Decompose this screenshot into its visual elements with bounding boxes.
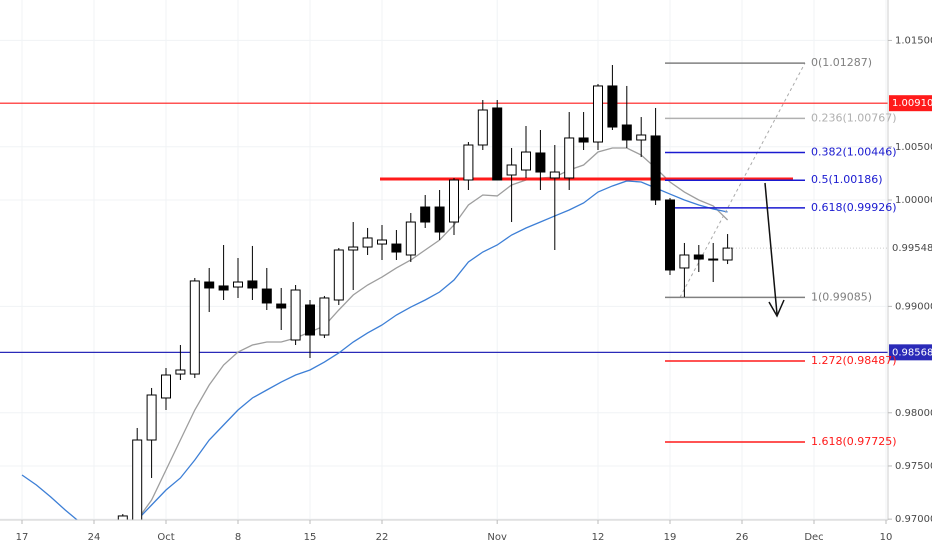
fib-label: 0.236(1.00767): [811, 111, 897, 124]
last-price-label: 0.99548: [892, 243, 932, 254]
candle-body: [132, 439, 143, 520]
candle-body: [348, 246, 359, 251]
candle-body: [333, 249, 344, 301]
candle-body: [175, 369, 186, 375]
candle-body: [463, 144, 474, 181]
y-tick-label: 1.01500: [895, 35, 932, 46]
candle-body: [377, 239, 387, 245]
candle-body: [276, 303, 287, 309]
candle-body: [506, 164, 517, 176]
level-label: 0.98568: [892, 347, 932, 358]
candle-body: [420, 206, 431, 223]
candle-body: [679, 254, 690, 269]
candle-body: [247, 280, 258, 289]
fib-label: 0.5(1.00186): [811, 173, 883, 186]
moving-average: [136, 147, 729, 520]
arrow-shaft: [764, 182, 778, 315]
candle-body: [146, 394, 157, 441]
candle-body: [665, 199, 675, 271]
candle-body: [290, 289, 301, 341]
fib-label: 0.382(1.00446): [811, 146, 897, 159]
candle-body: [204, 281, 215, 289]
x-tick-label: 12: [592, 532, 605, 543]
candle-body: [218, 285, 229, 291]
x-tick-label: Oct: [157, 532, 174, 543]
candle-body: [521, 151, 531, 171]
candle-body: [261, 288, 272, 304]
arrow-head: [768, 299, 785, 318]
candle-body: [708, 258, 719, 261]
plot-area: [0, 62, 888, 520]
candle-body: [305, 304, 315, 336]
candle-body: [621, 124, 632, 141]
y-tick-label: 0.99000: [895, 301, 932, 312]
candle-body: [391, 243, 402, 253]
candle-body: [693, 254, 704, 260]
level-label-box: [889, 95, 932, 112]
fib-label: 1(0.99085): [811, 290, 872, 303]
level-label-box: [889, 344, 932, 361]
candle-body: [722, 247, 733, 261]
x-tick-label: Dec: [804, 532, 823, 543]
candle-body: [161, 374, 171, 399]
candle-body: [449, 179, 459, 223]
fib-label: 0(1.01287): [811, 56, 872, 69]
x-tick-label: 26: [736, 532, 749, 543]
candle-body: [607, 85, 618, 128]
candle-body: [362, 237, 373, 248]
candle-body: [535, 152, 546, 173]
x-tick-label: 10: [880, 532, 893, 543]
candle-body: [549, 171, 560, 179]
candle-body: [477, 109, 488, 146]
x-tick-label: 22: [376, 532, 389, 543]
candle-body: [593, 85, 603, 143]
x-tick-label: 15: [304, 532, 317, 543]
level-label: 1.00910: [892, 98, 932, 109]
arrow: [764, 182, 785, 318]
candle-body: [492, 107, 503, 181]
x-tick-label: Nov: [487, 532, 507, 543]
last-price-box: [889, 240, 932, 257]
candle-body: [564, 137, 575, 179]
candle-body: [650, 135, 661, 201]
candle-body: [578, 137, 589, 143]
candle-body: [434, 206, 445, 233]
candle-body: [636, 134, 647, 141]
y-tick-label: 1.00500: [895, 142, 932, 153]
x-tick-label: 24: [88, 532, 101, 543]
x-tick-label: 19: [664, 532, 677, 543]
x-tick-label: 8: [235, 532, 241, 543]
candle-body: [233, 281, 243, 288]
y-tick-label: 1.00000: [895, 195, 932, 206]
x-tick-label: 17: [16, 532, 29, 543]
candle-body: [117, 515, 128, 520]
fib-label: 1.272(0.98487): [811, 354, 897, 367]
fib-label: 1.618(0.97725): [811, 435, 897, 448]
fib-label: 0.618(0.99926): [811, 201, 897, 214]
candle-body: [405, 221, 416, 256]
candle-body: [319, 297, 330, 336]
candle-body: [189, 280, 200, 375]
